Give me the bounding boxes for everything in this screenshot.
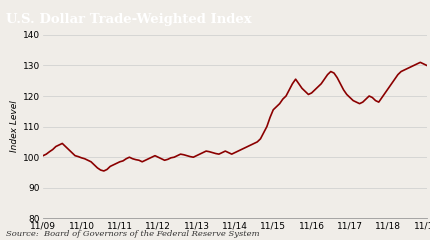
Text: Source:  Board of Governors of the Federal Reserve System: Source: Board of Governors of the Federa… — [6, 230, 259, 238]
Text: U.S. Dollar Trade-Weighted Index: U.S. Dollar Trade-Weighted Index — [6, 13, 252, 26]
Y-axis label: Index Level: Index Level — [10, 101, 19, 152]
